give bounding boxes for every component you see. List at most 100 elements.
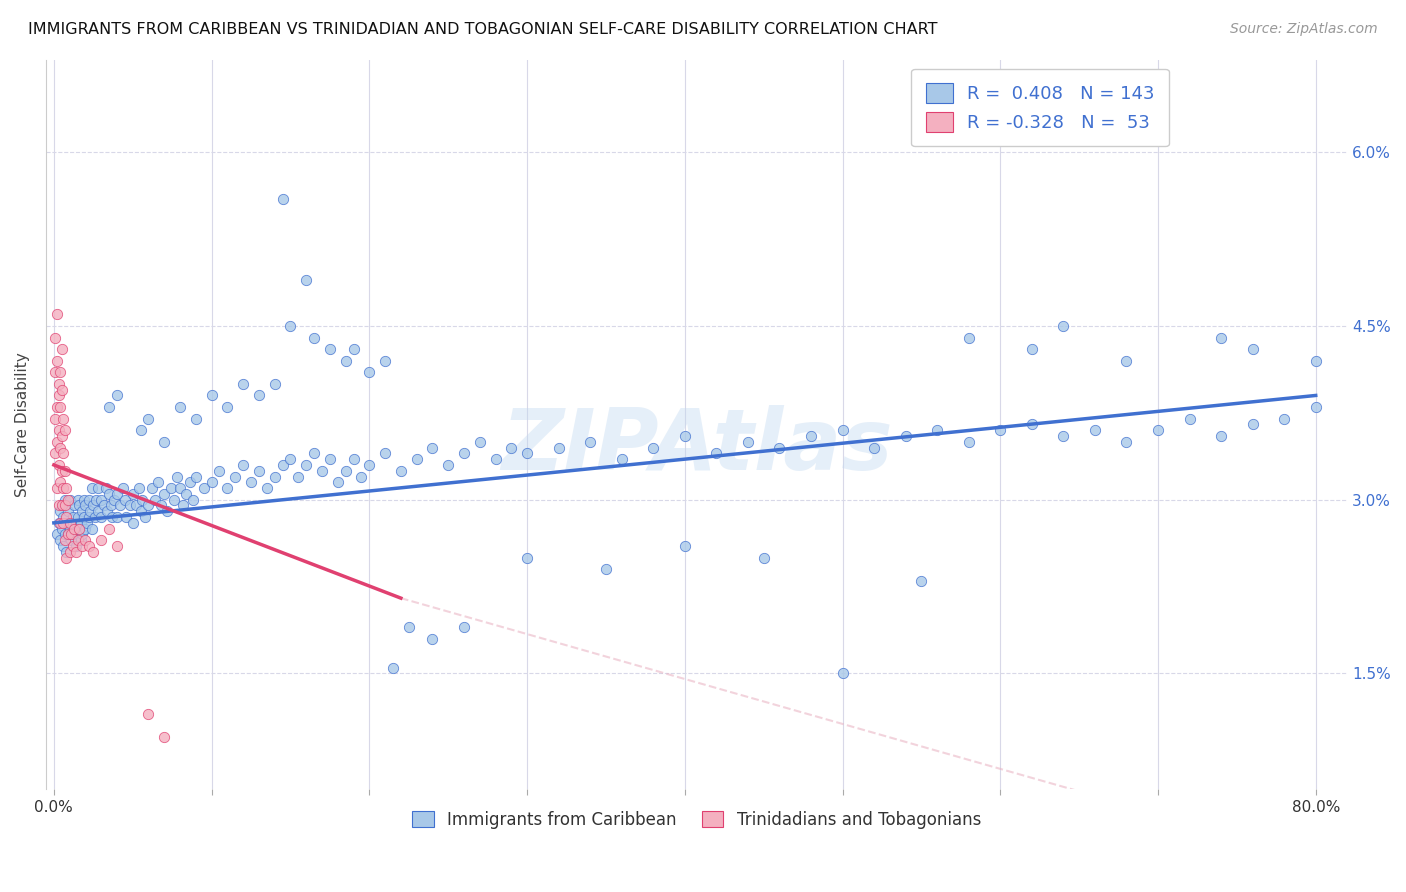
Point	[67, 499, 90, 513]
Point	[894, 429, 917, 443]
Point	[159, 481, 181, 495]
Point	[52, 510, 75, 524]
Point	[579, 434, 602, 449]
Point	[516, 550, 538, 565]
Point	[1052, 429, 1074, 443]
Text: ZIPAtlas: ZIPAtlas	[501, 405, 893, 488]
Point	[49, 504, 72, 518]
Point	[62, 510, 84, 524]
Point	[141, 481, 163, 495]
Point	[51, 499, 73, 513]
Point	[82, 499, 104, 513]
Point	[295, 458, 318, 472]
Point	[256, 481, 278, 495]
Point	[193, 481, 215, 495]
Point	[643, 441, 665, 455]
Point	[44, 411, 66, 425]
Point	[51, 429, 73, 443]
Point	[153, 730, 176, 744]
Point	[103, 492, 125, 507]
Point	[51, 383, 73, 397]
Point	[150, 499, 173, 513]
Point	[453, 620, 475, 634]
Point	[49, 516, 72, 530]
Point	[200, 475, 222, 490]
Point	[547, 441, 569, 455]
Point	[1115, 353, 1137, 368]
Point	[90, 510, 112, 524]
Point	[59, 522, 82, 536]
Point	[112, 481, 135, 495]
Point	[53, 423, 76, 437]
Point	[382, 660, 405, 674]
Point	[350, 469, 373, 483]
Point	[53, 533, 76, 548]
Point	[1084, 423, 1107, 437]
Point	[311, 464, 333, 478]
Point	[134, 510, 156, 524]
Point	[831, 666, 853, 681]
Point	[48, 458, 70, 472]
Text: IMMIGRANTS FROM CARIBBEAN VS TRINIDADIAN AND TOBAGONIAN SELF-CARE DISABILITY COR: IMMIGRANTS FROM CARIBBEAN VS TRINIDADIAN…	[28, 22, 938, 37]
Point	[63, 522, 86, 536]
Point	[1305, 400, 1327, 414]
Point	[80, 522, 103, 536]
Point	[453, 446, 475, 460]
Point	[184, 469, 207, 483]
Point	[374, 353, 396, 368]
Point	[217, 481, 239, 495]
Point	[831, 423, 853, 437]
Point	[263, 376, 285, 391]
Point	[86, 492, 108, 507]
Point	[1241, 417, 1264, 432]
Point	[232, 458, 254, 472]
Point	[1115, 434, 1137, 449]
Point	[51, 464, 73, 478]
Point	[70, 527, 93, 541]
Point	[105, 487, 128, 501]
Point	[957, 434, 980, 449]
Point	[73, 510, 96, 524]
Point	[153, 434, 176, 449]
Point	[224, 469, 246, 483]
Point	[1209, 429, 1232, 443]
Point	[87, 504, 110, 518]
Point	[484, 452, 506, 467]
Point	[69, 516, 91, 530]
Point	[59, 545, 82, 559]
Point	[55, 550, 77, 565]
Point	[52, 446, 75, 460]
Point	[374, 446, 396, 460]
Point	[153, 487, 176, 501]
Point	[359, 458, 381, 472]
Point	[60, 533, 83, 548]
Point	[66, 492, 89, 507]
Point	[172, 499, 194, 513]
Point	[52, 481, 75, 495]
Point	[166, 469, 188, 483]
Point	[76, 516, 98, 530]
Point	[75, 533, 97, 548]
Point	[55, 516, 77, 530]
Point	[1178, 411, 1201, 425]
Point	[55, 545, 77, 559]
Point	[1272, 411, 1295, 425]
Point	[129, 504, 152, 518]
Point	[1021, 417, 1043, 432]
Point	[271, 458, 294, 472]
Point	[121, 516, 143, 530]
Text: Source: ZipAtlas.com: Source: ZipAtlas.com	[1230, 22, 1378, 37]
Point	[468, 434, 491, 449]
Point	[46, 481, 69, 495]
Point	[46, 434, 69, 449]
Point	[405, 452, 427, 467]
Point	[49, 475, 72, 490]
Point	[65, 539, 87, 553]
Point	[67, 522, 90, 536]
Point	[138, 499, 160, 513]
Point	[70, 539, 93, 553]
Point	[51, 499, 73, 513]
Point	[927, 423, 949, 437]
Point	[44, 446, 66, 460]
Point	[146, 475, 169, 490]
